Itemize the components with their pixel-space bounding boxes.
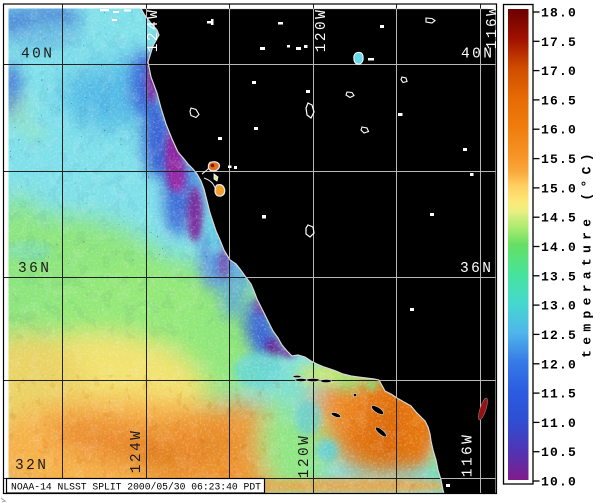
svg-text:14.0: 14.0 bbox=[541, 240, 577, 255]
svg-text:16.5: 16.5 bbox=[541, 93, 577, 108]
svg-text:12.0: 12.0 bbox=[541, 357, 577, 372]
svg-text:11.0: 11.0 bbox=[541, 416, 577, 431]
svg-text:11.5: 11.5 bbox=[541, 387, 577, 402]
svg-text:14.5: 14.5 bbox=[541, 211, 577, 226]
svg-text:32N: 32N bbox=[15, 458, 48, 474]
svg-text:18.0: 18.0 bbox=[541, 6, 577, 21]
svg-text:120W: 120W bbox=[314, 8, 330, 52]
svg-text:120W: 120W bbox=[297, 434, 313, 478]
svg-text:116W: 116W bbox=[461, 433, 477, 477]
svg-text:15.0: 15.0 bbox=[541, 181, 577, 196]
svg-text:10.0: 10.0 bbox=[541, 475, 577, 490]
svg-text:124W: 124W bbox=[146, 8, 162, 52]
svg-text:13.5: 13.5 bbox=[541, 269, 577, 284]
svg-text:17.5: 17.5 bbox=[541, 35, 577, 50]
svg-text:36N: 36N bbox=[18, 261, 51, 277]
svg-text:temperature (°C): temperature (°C) bbox=[580, 148, 595, 358]
svg-text:124W: 124W bbox=[129, 429, 145, 473]
svg-text:116W: 116W bbox=[485, 5, 501, 49]
svg-text:10.5: 10.5 bbox=[541, 445, 577, 460]
svg-text:36N: 36N bbox=[460, 261, 493, 277]
svg-text:17.0: 17.0 bbox=[541, 64, 577, 79]
svg-text:15.5: 15.5 bbox=[541, 152, 577, 167]
svg-text:13.0: 13.0 bbox=[541, 299, 577, 314]
svg-text:NOAA-14 NLSST SPLIT 2000/05/30: NOAA-14 NLSST SPLIT 2000/05/30 06:23:40 … bbox=[11, 482, 261, 493]
svg-text:40N: 40N bbox=[461, 47, 494, 63]
svg-text:12.5: 12.5 bbox=[541, 328, 577, 343]
svg-text:16.0: 16.0 bbox=[541, 123, 577, 138]
svg-text:40N: 40N bbox=[21, 47, 54, 63]
